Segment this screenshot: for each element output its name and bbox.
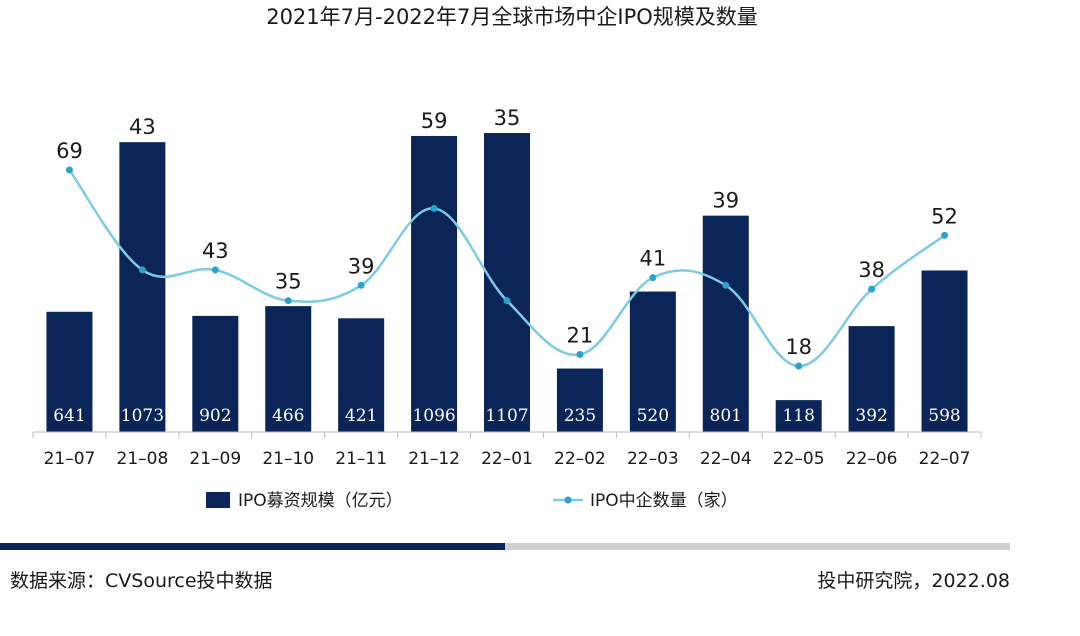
bar (629, 291, 676, 432)
line-value-label: 35 (494, 106, 521, 130)
bar (192, 315, 239, 432)
x-tick-label: 21–10 (262, 449, 314, 469)
x-axis: 21–07 21–08 21–09 21–10 21–11 21–12 22–01 22–02… (32, 431, 982, 469)
x-tick-label: 21–12 (408, 449, 460, 469)
bars-group: 641 1073 902 466 421 1096 1107 235 520 801 118 392 5… (46, 133, 968, 432)
line-value-label: 52 (931, 204, 958, 228)
bar (411, 135, 458, 432)
x-tick-label: 22–06 (846, 449, 898, 469)
bar (775, 400, 822, 432)
line-point (576, 350, 584, 358)
line-value-label: 39 (348, 254, 375, 278)
line-point (503, 297, 511, 305)
x-tick-label: 21–09 (189, 449, 241, 469)
line-value-label: 35 (275, 270, 302, 294)
line-point (357, 281, 365, 289)
bar (119, 142, 166, 432)
bar (848, 326, 895, 432)
bar-value-label: 902 (199, 406, 231, 426)
x-tick-label: 21–11 (335, 449, 387, 469)
legend-line-label: IPO中企数量（家） (590, 491, 738, 511)
line-point (649, 274, 657, 282)
line-value-label: 38 (858, 258, 885, 282)
bar-value-label: 598 (928, 406, 960, 426)
x-tick-label: 22–07 (919, 449, 971, 469)
line-point (211, 266, 219, 274)
line-value-label: 18 (785, 335, 812, 359)
bar-value-label: 520 (637, 406, 669, 426)
line-point (722, 281, 730, 289)
data-source: 数据来源：CVSource投中数据 (10, 570, 273, 592)
line-value-label: 69 (56, 139, 83, 163)
legend: IPO募资规模（亿元） IPO中企数量（家） (206, 491, 738, 511)
legend-bar-label: IPO募资规模（亿元） (238, 491, 403, 511)
bar (46, 311, 93, 432)
bar-value-label: 421 (345, 406, 377, 426)
bar-value-label: 235 (564, 406, 596, 426)
footer-divider-light (505, 543, 1010, 550)
x-tick-label: 21–08 (117, 449, 169, 469)
bar (921, 270, 968, 432)
bar (265, 306, 312, 432)
line-value-label: 59 (421, 109, 448, 133)
line-point (430, 204, 438, 212)
line-point (65, 166, 73, 174)
bar-value-label: 1096 (412, 406, 455, 426)
legend-line-marker (564, 496, 572, 504)
line-point (284, 297, 292, 305)
x-tick-label: 22–03 (627, 449, 679, 469)
x-tick-label: 22–05 (773, 449, 825, 469)
x-tick-label: 21–07 (44, 449, 96, 469)
line-value-label: 41 (639, 247, 666, 271)
chart-title: 2021年7月-2022年7月全球市场中企IPO规模及数量 (266, 5, 758, 29)
bar-value-label: 466 (272, 406, 304, 426)
bar-value-label: 641 (53, 406, 85, 426)
bar (484, 133, 530, 432)
line-value-label: 43 (202, 239, 229, 263)
bar-value-label: 392 (855, 406, 887, 426)
credit: 投中研究院，2022.08 (817, 570, 1010, 592)
line-value-label: 43 (129, 115, 156, 139)
bar-value-label: 801 (710, 406, 742, 426)
bar-value-label: 1073 (121, 406, 164, 426)
x-tick-label: 22–02 (554, 449, 606, 469)
line-value-label: 39 (712, 189, 739, 213)
bar (702, 215, 749, 432)
bar (556, 368, 603, 432)
combo-chart: 2021年7月-2022年7月全球市场中企IPO规模及数量 641 1073 902… (32, 5, 982, 511)
line-point (941, 231, 949, 239)
line-value-label: 21 (567, 323, 594, 347)
bar-value-label: 118 (782, 406, 814, 426)
bar (338, 318, 385, 432)
x-tick-label: 22–01 (481, 449, 533, 469)
line-point (795, 362, 803, 370)
footer-divider-dark (0, 543, 505, 550)
line-point (868, 285, 876, 293)
bar-value-label: 1107 (485, 406, 528, 426)
line-point (138, 266, 146, 274)
x-tick-label: 22–04 (700, 449, 752, 469)
legend-bar-swatch (206, 492, 230, 508)
line-series: 69 43 43 35 39 59 35 21 41 39 18 38 52 (56, 106, 958, 370)
